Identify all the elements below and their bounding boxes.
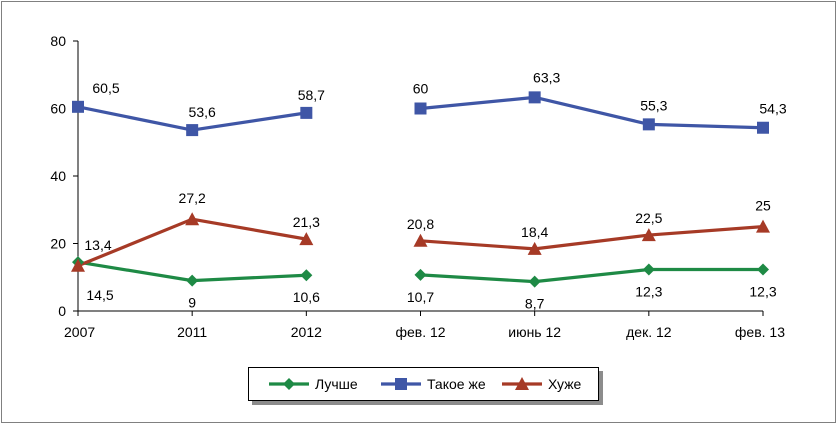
series-line-2 xyxy=(420,225,764,251)
x-tick-label: июнь 12 xyxy=(508,324,561,340)
data-label-1-2: 58,7 xyxy=(298,87,325,103)
data-label-2-3: 20,8 xyxy=(407,216,434,232)
legend-entries: Лучше Такое же Хуже xyxy=(269,376,582,392)
data-point-1-4 xyxy=(528,91,541,104)
series-markers xyxy=(71,91,770,288)
data-label-0-4: 8,7 xyxy=(525,296,545,312)
data-label-2-5: 22,5 xyxy=(635,210,662,226)
y-tick-label: 40 xyxy=(50,168,66,184)
data-label-1-1: 53,6 xyxy=(189,104,216,120)
data-point-0-6 xyxy=(757,263,769,276)
data-point-1-5 xyxy=(642,118,655,131)
legend-marker-0 xyxy=(283,378,295,390)
y-tick-label: 20 xyxy=(50,236,66,252)
data-label-1-0: 60,5 xyxy=(92,80,119,96)
legend-marker-1 xyxy=(395,378,407,390)
data-point-2-2 xyxy=(299,232,314,246)
data-point-1-1 xyxy=(186,124,199,137)
data-point-1-3 xyxy=(414,102,427,115)
y-tick-label: 60 xyxy=(50,101,66,117)
data-label-0-1: 9 xyxy=(188,295,196,311)
data-point-1-6 xyxy=(757,121,769,134)
data-label-2-1: 27,2 xyxy=(179,190,206,206)
data-label-2-6: 25 xyxy=(755,198,771,214)
data-label-1-3: 60 xyxy=(413,81,429,97)
data-label-0-2: 10,6 xyxy=(293,289,320,305)
legend-marker-2 xyxy=(515,377,529,390)
data-point-0-2 xyxy=(300,269,313,282)
data-point-0-5 xyxy=(642,263,655,276)
series-line-0 xyxy=(420,267,763,284)
y-tick-label: 80 xyxy=(50,33,66,49)
data-label-0-5: 12,3 xyxy=(635,283,662,299)
data-point-0-1 xyxy=(186,274,199,287)
series-line-1 xyxy=(420,95,764,130)
y-tick-label: 0 xyxy=(58,303,66,319)
data-point-2-3 xyxy=(413,233,428,247)
data-label-1-4: 63,3 xyxy=(533,69,560,85)
data-point-2-5 xyxy=(641,228,656,242)
data-labels: 14,5 9 10,6 10,7 8,7 12,3 12,3 60,5 53,6 58,7 60 63… xyxy=(84,69,786,311)
legend: Лучше Такое же Хуже xyxy=(248,367,599,401)
data-point-2-1 xyxy=(185,212,200,226)
data-label-1-6: 54,3 xyxy=(759,101,786,117)
data-point-1-0 xyxy=(72,100,84,113)
series-line-2 xyxy=(77,217,307,268)
data-point-2-6 xyxy=(756,219,770,233)
x-tick-label: дек. 12 xyxy=(626,324,672,340)
legend-label-0: Лучше xyxy=(315,376,358,392)
data-label-0-0: 14,5 xyxy=(86,287,113,303)
x-tick-label: фев. 12 xyxy=(395,324,445,340)
data-label-0-6: 12,3 xyxy=(749,283,776,299)
data-label-2-2: 21,3 xyxy=(293,214,320,230)
data-label-0-3: 10,7 xyxy=(407,289,434,305)
x-tick-label: 2011 xyxy=(177,324,207,340)
data-point-0-4 xyxy=(528,275,541,288)
x-tick-label: фев. 13 xyxy=(735,324,785,340)
data-point-0-3 xyxy=(414,268,427,281)
legend-label-1: Такое же xyxy=(427,376,486,392)
data-label-2-0: 13,4 xyxy=(84,237,111,253)
data-label-2-4: 18,4 xyxy=(521,224,548,240)
data-label-1-5: 55,3 xyxy=(640,97,667,113)
x-tick-label: 2012 xyxy=(291,324,322,340)
x-tick-label: 2007 xyxy=(64,324,95,340)
data-point-2-0 xyxy=(71,258,85,272)
data-point-1-2 xyxy=(300,106,313,119)
legend-label-2: Хуже xyxy=(548,376,582,392)
data-point-2-4 xyxy=(527,241,542,255)
